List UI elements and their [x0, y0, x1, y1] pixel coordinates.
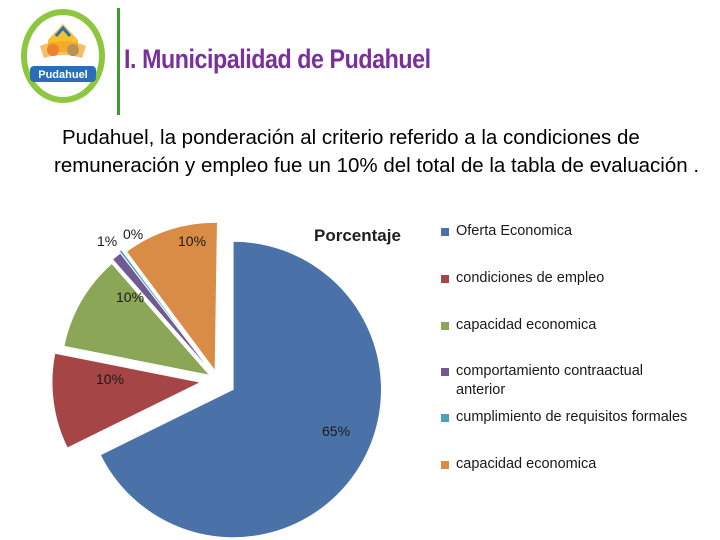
pie-slice-3	[63, 263, 211, 376]
pie-slice-2	[51, 353, 202, 449]
pie-slice-5	[119, 249, 210, 370]
legend-label: cumplimiento de requisitos formales	[456, 409, 688, 425]
data-label-3: 10%	[116, 289, 144, 305]
data-label-1: 65%	[322, 423, 350, 439]
legend-swatch	[441, 414, 449, 422]
legend-swatch	[441, 322, 449, 330]
body-text: Pudahuel, la ponderación al criterio ref…	[54, 126, 700, 177]
data-label-6: 10%	[178, 233, 206, 249]
pie-slice-6	[126, 222, 218, 372]
body-paragraph: Pudahuel, la ponderación al criterio ref…	[54, 124, 704, 180]
pie-slices	[51, 222, 382, 538]
pie-slice-4	[112, 252, 211, 371]
legend-swatch	[441, 275, 449, 283]
pudahuel-logo: Pudahuel	[21, 9, 105, 103]
pie-data-labels: 65% 10% 10% 1% 0% 10%	[96, 226, 350, 439]
chart-title: Porcentaje	[314, 226, 401, 245]
data-label-4: 1%	[97, 233, 117, 249]
legend-swatch	[441, 461, 449, 469]
legend-label: Oferta Economica	[456, 223, 573, 239]
legend-label: capacidad economica	[456, 317, 597, 333]
data-label-5: 0%	[123, 226, 143, 242]
page-title: I. Municipalidad de Pudahuel	[124, 44, 431, 74]
legend-swatch	[441, 228, 449, 236]
pie-slice-1	[100, 241, 382, 538]
legend-swatch	[441, 368, 449, 376]
svg-text:Pudahuel: Pudahuel	[38, 69, 88, 81]
legend-label: condiciones de empleo	[456, 270, 605, 286]
legend-label: capacidad economica	[456, 456, 597, 472]
legend-label: comportamiento contraactual anterior	[456, 363, 643, 398]
header-divider	[117, 8, 120, 115]
data-label-2: 10%	[96, 371, 124, 387]
